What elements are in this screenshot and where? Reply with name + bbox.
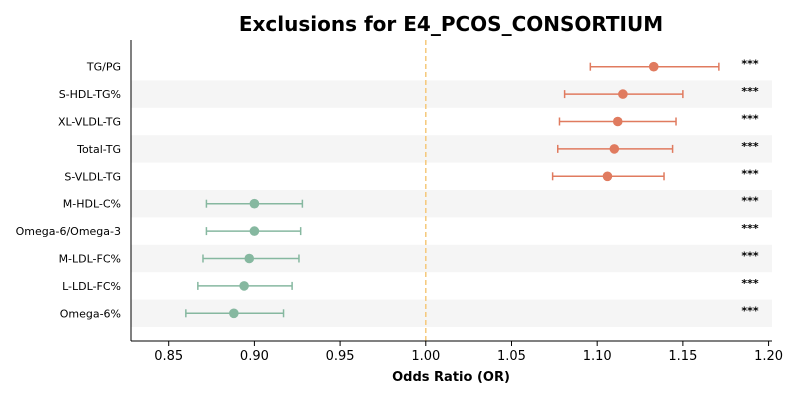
axes — [130, 40, 772, 342]
significance-label: *** — [741, 195, 759, 208]
point-marker — [229, 308, 239, 319]
x-tick-label: 1.10 — [583, 349, 612, 364]
point-group — [557, 144, 674, 154]
y-tick-label: M-LDL-FC% — [59, 253, 121, 266]
point-group — [205, 226, 302, 236]
point-marker — [618, 89, 628, 99]
y-tick-label: Total-TG — [76, 143, 121, 156]
x-tick-label: 1.05 — [497, 349, 526, 364]
x-tick-label: 0.85 — [154, 349, 183, 364]
point-marker — [612, 116, 623, 127]
significance-label: *** — [741, 140, 759, 153]
significance-label: *** — [741, 58, 759, 71]
point-marker — [648, 61, 659, 72]
significance-label: *** — [741, 85, 759, 98]
x-tick-label: 0.95 — [326, 349, 355, 364]
y-tick-label: L-LDL-FC% — [62, 280, 121, 293]
y-tick-label: M-HDL-C% — [63, 198, 121, 211]
point-marker — [244, 253, 255, 264]
y-tick-label: XL-VLDL-TG — [58, 116, 121, 129]
x-axis-label: Odds Ratio (OR) — [392, 370, 510, 385]
significance-label: *** — [741, 167, 759, 180]
y-tick-label: Omega-6/Omega-3 — [16, 225, 121, 238]
point-marker — [609, 144, 620, 154]
y-tick-label: S-HDL-TG% — [59, 88, 121, 101]
x-tick-label: 1.15 — [668, 349, 697, 364]
significance-label: *** — [741, 222, 759, 235]
point-group — [205, 198, 304, 209]
significance-label: *** — [741, 277, 759, 290]
y-tick-label: Omega-6% — [60, 307, 121, 320]
data-marks — [185, 61, 720, 319]
point-group — [202, 253, 300, 264]
significance-label: *** — [741, 113, 759, 126]
row-band — [131, 135, 772, 163]
point-group — [551, 171, 665, 182]
point-group — [197, 281, 293, 291]
y-tick-label: S-VLDL-TG — [64, 170, 121, 183]
x-tick-label: 1.20 — [754, 349, 783, 364]
x-ticks: 0.85 0.90 0.95 1.00 1.05 1.10 1.15 1.20 — [154, 341, 783, 364]
point-group — [185, 308, 285, 319]
significance-labels: *** *** *** *** *** *** *** *** *** *** — [741, 58, 759, 318]
point-group — [589, 61, 720, 72]
chart-title: Exclusions for E4_PCOS_CONSORTIUM — [239, 12, 663, 36]
x-tick-label: 1.00 — [411, 349, 440, 364]
y-tick-label: TG/PG — [86, 61, 121, 74]
significance-label: *** — [741, 250, 759, 263]
point-marker — [249, 226, 260, 236]
point-marker — [239, 281, 249, 291]
point-group — [558, 116, 677, 127]
significance-label: *** — [741, 304, 759, 317]
point-group — [563, 89, 684, 99]
point-marker — [602, 171, 613, 182]
x-tick-label: 0.90 — [240, 349, 269, 364]
y-tick-labels: TG/PG S-HDL-TG% XL-VLDL-TG Total-TG S-VLDL-T… — [16, 61, 121, 321]
point-marker — [249, 198, 260, 209]
